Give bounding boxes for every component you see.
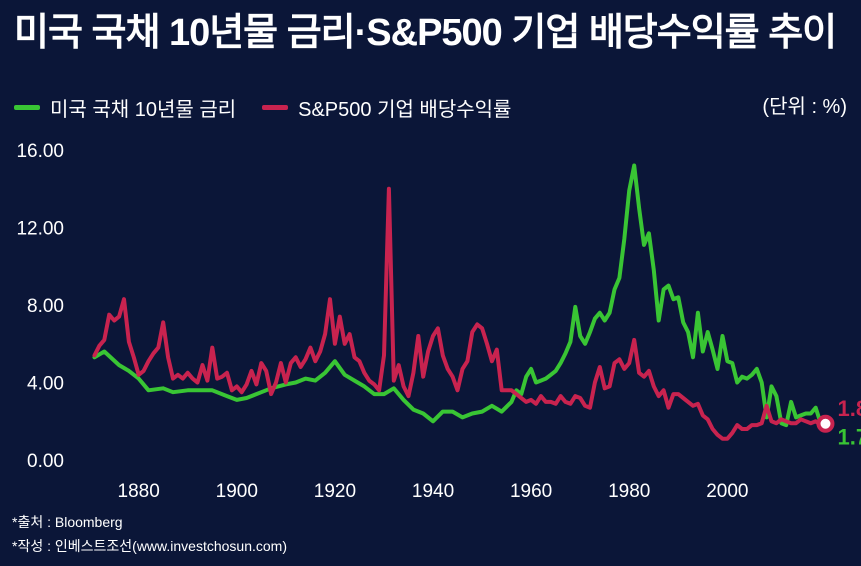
x-tick-label: 1940	[412, 481, 454, 502]
legend-swatch-treasury	[14, 104, 40, 110]
y-tick-label: 8.00	[27, 296, 64, 317]
x-tick-label: 1900	[216, 481, 258, 502]
x-tick-label: 1960	[510, 481, 552, 502]
dividend-yield-line	[92, 186, 828, 441]
x-tick-label: 1980	[608, 481, 650, 502]
treasury-yield-line	[92, 163, 828, 429]
source-note: *출처 : Bloomberg	[12, 514, 123, 530]
dividend-end-label: 1.87%	[837, 396, 861, 421]
legend-item-dividend: S&P500 기업 배당수익률	[262, 93, 511, 122]
legend-swatch-dividend	[262, 104, 289, 110]
y-tick-label: 0.00	[27, 451, 64, 472]
y-tick-label: 12.00	[16, 219, 64, 240]
chart-title: 미국 국채 10년물 금리·S&P500 기업 배당수익률 추이	[14, 12, 837, 54]
unit-label: (단위 : %)	[762, 96, 847, 118]
legend-label-treasury: 미국 국채 10년물 금리	[50, 98, 237, 121]
x-tick-label: 1920	[314, 481, 356, 502]
footer: *출처 : Bloomberg *작성 : 인베스트조선(www.investc…	[12, 510, 287, 558]
legend-label-dividend: S&P500 기업 배당수익률	[298, 98, 512, 121]
y-tick-label: 16.00	[16, 141, 64, 162]
legend: 미국 국채 10년물 금리 S&P500 기업 배당수익률	[14, 92, 537, 122]
x-tick-label: 1880	[118, 481, 160, 502]
x-tick-label: 2000	[706, 481, 748, 502]
legend-item-treasury: 미국 국채 10년물 금리	[14, 93, 236, 122]
end-point-marker	[816, 414, 835, 433]
treasury-end-label: 1.74%	[837, 424, 861, 449]
y-tick-label: 4.00	[27, 374, 64, 395]
credit-note: *작성 : 인베스트조선(www.investchosun.com)	[12, 538, 287, 554]
